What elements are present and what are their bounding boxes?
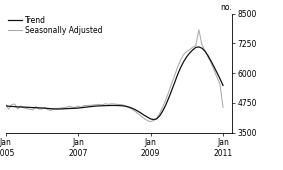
Trend <box>188 52 192 54</box>
Seasonally Adjusted <box>197 29 201 31</box>
Seasonally Adjusted <box>206 56 210 58</box>
Seasonally Adjusted <box>194 45 198 47</box>
Trend <box>52 108 56 110</box>
Trend <box>197 46 201 48</box>
Trend <box>76 107 80 109</box>
Trend <box>194 46 198 48</box>
Legend: Trend, Seasonally Adjusted: Trend, Seasonally Adjusted <box>7 15 103 36</box>
Line: Seasonally Adjusted: Seasonally Adjusted <box>6 30 223 122</box>
Trend <box>206 54 210 56</box>
Seasonally Adjusted <box>149 121 152 123</box>
Seasonally Adjusted <box>52 107 56 109</box>
Seasonally Adjusted <box>76 105 80 107</box>
Trend <box>113 104 116 106</box>
Seasonally Adjusted <box>221 106 225 108</box>
Trend <box>152 118 155 121</box>
Seasonally Adjusted <box>4 103 7 105</box>
Line: Trend: Trend <box>6 47 223 120</box>
Trend <box>4 105 7 107</box>
Seasonally Adjusted <box>188 48 192 50</box>
Seasonally Adjusted <box>113 103 116 105</box>
Text: no.: no. <box>220 3 232 12</box>
Trend <box>221 84 225 87</box>
